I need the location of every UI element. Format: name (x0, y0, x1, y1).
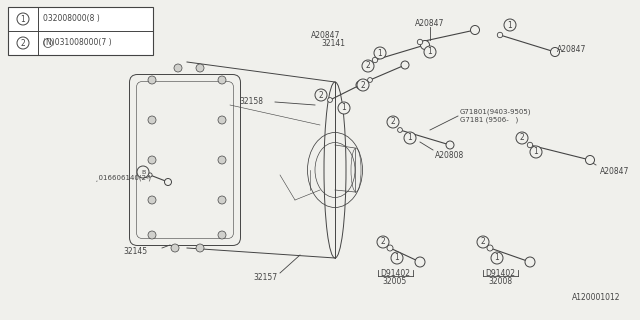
Circle shape (171, 244, 179, 252)
Text: 32157: 32157 (253, 274, 277, 283)
Circle shape (367, 77, 372, 82)
Circle shape (218, 116, 226, 124)
Text: ¸016606140(2 ): ¸016606140(2 ) (95, 175, 151, 181)
Text: 032008000(8 ): 032008000(8 ) (43, 14, 100, 23)
Circle shape (415, 257, 425, 267)
Circle shape (362, 60, 374, 72)
Circle shape (17, 13, 29, 25)
Circle shape (196, 244, 204, 252)
Text: 1: 1 (20, 14, 26, 23)
Circle shape (550, 47, 559, 57)
Circle shape (148, 173, 152, 177)
Circle shape (420, 41, 429, 50)
Circle shape (218, 231, 226, 239)
Text: 32158: 32158 (239, 98, 263, 107)
Text: 1: 1 (395, 253, 399, 262)
Circle shape (218, 76, 226, 84)
Circle shape (148, 231, 156, 239)
Text: 32141: 32141 (321, 39, 345, 49)
Text: 32005: 32005 (383, 277, 407, 286)
Circle shape (487, 245, 493, 251)
Text: 1: 1 (342, 103, 346, 113)
Text: 2: 2 (381, 237, 385, 246)
Text: 1: 1 (534, 148, 538, 156)
Text: A20847: A20847 (310, 30, 340, 39)
Circle shape (315, 89, 327, 101)
Circle shape (356, 81, 364, 89)
Circle shape (527, 142, 532, 148)
Circle shape (218, 156, 226, 164)
Circle shape (148, 156, 156, 164)
Circle shape (397, 128, 403, 132)
Circle shape (424, 46, 436, 58)
Circle shape (401, 61, 409, 69)
Text: A120001012: A120001012 (572, 293, 620, 302)
Circle shape (497, 32, 502, 38)
Circle shape (477, 236, 489, 248)
Text: A20847: A20847 (600, 167, 629, 177)
Text: 1: 1 (428, 47, 433, 57)
Text: B: B (141, 170, 145, 174)
Circle shape (530, 146, 542, 158)
Text: 2: 2 (390, 117, 396, 126)
Text: 32008: 32008 (488, 277, 512, 286)
Circle shape (404, 132, 416, 144)
Text: 32145: 32145 (124, 247, 148, 257)
Text: 2: 2 (360, 81, 365, 90)
Circle shape (417, 39, 422, 45)
Circle shape (446, 141, 454, 149)
Circle shape (174, 64, 182, 72)
Text: D91402: D91402 (380, 268, 410, 277)
Text: A20847: A20847 (415, 19, 445, 28)
Circle shape (148, 116, 156, 124)
Text: 2: 2 (20, 38, 26, 47)
Text: 2: 2 (520, 133, 524, 142)
Circle shape (387, 116, 399, 128)
Text: A20847: A20847 (557, 45, 586, 54)
Circle shape (374, 47, 386, 59)
Circle shape (525, 257, 535, 267)
FancyBboxPatch shape (8, 7, 153, 55)
Circle shape (391, 252, 403, 264)
Circle shape (137, 166, 149, 178)
Circle shape (516, 132, 528, 144)
Circle shape (491, 252, 503, 264)
Circle shape (196, 64, 204, 72)
Text: 2: 2 (481, 237, 485, 246)
Circle shape (504, 19, 516, 31)
Circle shape (470, 26, 479, 35)
Circle shape (164, 179, 172, 186)
Text: G71801(9403-9505): G71801(9403-9505) (460, 109, 531, 115)
Circle shape (357, 79, 369, 91)
Text: 2: 2 (319, 91, 323, 100)
Text: 2: 2 (365, 61, 371, 70)
Circle shape (377, 236, 389, 248)
Text: D91402: D91402 (485, 268, 515, 277)
Circle shape (218, 196, 226, 204)
Circle shape (372, 57, 378, 63)
Circle shape (148, 196, 156, 204)
Circle shape (387, 245, 393, 251)
Text: (N)031008000(7 ): (N)031008000(7 ) (43, 38, 111, 47)
Circle shape (148, 76, 156, 84)
Circle shape (328, 98, 332, 102)
Text: 1: 1 (508, 20, 513, 29)
Circle shape (17, 37, 29, 49)
Text: 1: 1 (378, 49, 382, 58)
Text: 1: 1 (495, 253, 499, 262)
Text: G7181 (9506-   ): G7181 (9506- ) (460, 117, 518, 123)
Text: 1: 1 (408, 133, 412, 142)
Text: A20808: A20808 (435, 150, 464, 159)
Circle shape (586, 156, 595, 164)
Circle shape (338, 102, 350, 114)
